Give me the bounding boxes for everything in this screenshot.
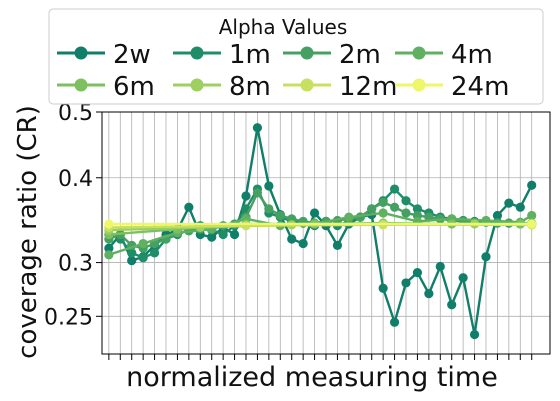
data-point-2w [424,289,434,299]
y-tick-label: 0.4 [58,167,93,192]
data-point-12m [241,221,251,231]
data-point-4m [378,208,388,218]
data-point-2w [515,202,525,212]
x-axis-label: normalized measuring time [126,362,498,393]
data-point-2w [492,210,503,221]
legend-swatch-marker [74,46,88,60]
data-point-2w [435,261,445,272]
data-point-2w [229,229,240,240]
y-tick-label: 0.25 [44,305,93,330]
legend-label-12m: 12m [339,72,397,102]
y-tick-label: 0.3 [58,252,93,277]
series-group [104,123,537,340]
data-point-1m [401,196,411,206]
data-point-2w [481,252,491,262]
data-point-2w [458,273,468,283]
legend-label-24m: 24m [451,72,509,102]
data-point-2m [378,197,388,207]
legend-items: 2w 1m 2m 4m 6m 8m 12m 24m [57,40,509,102]
data-point-2w [287,234,297,244]
data-point-2m [389,202,400,212]
data-point-1m [218,229,228,240]
data-point-24m [527,219,537,229]
data-point-1m [127,248,137,258]
data-point-2m [275,210,285,221]
legend-label-4m: 4m [451,40,493,70]
data-point-1m [389,184,400,194]
data-point-2w [378,283,388,293]
data-point-2w [504,198,514,208]
legend-swatch-marker [300,78,314,92]
y-tick-label: 0.5 [58,101,93,126]
legend-swatch-marker [412,46,426,60]
data-point-2w [447,300,457,310]
legend-label-6m: 6m [113,72,155,102]
series-line-4m [108,211,533,256]
data-point-1m [138,253,148,263]
data-point-24m [104,219,114,229]
data-point-2w [207,232,217,242]
x-ticks [108,354,533,360]
data-point-2w [389,317,400,327]
series-line-2w [107,126,533,336]
legend-swatch-marker [190,78,204,92]
data-point-4m [527,210,537,221]
legend-label-8m: 8m [229,72,271,102]
data-point-2w [252,123,263,133]
data-point-4m [138,238,148,249]
data-point-2w [184,202,194,212]
data-point-1m [412,204,423,214]
data-point-4m [104,250,114,260]
series-line-12m [108,223,532,229]
data-point-2w [104,243,114,253]
grid [102,111,550,354]
data-point-2w [332,240,343,250]
y-axis-label: coverage ratio (CR) [13,105,43,359]
data-point-2w [241,191,251,201]
legend-swatch-marker [412,78,426,92]
data-point-2w [309,208,320,218]
data-point-2w [298,238,308,249]
data-point-2m [401,208,411,218]
data-point-2m [264,204,274,214]
data-point-2m [252,188,263,198]
data-point-1m [149,248,160,258]
legend-swatch-marker [190,46,204,60]
data-point-2w [401,278,411,288]
data-point-2w [264,181,274,191]
data-point-2w [527,180,537,190]
legend-label-1m: 1m [229,40,271,70]
legend-swatch-marker [74,78,88,92]
data-point-2w [469,329,480,340]
data-point-2w [412,267,423,278]
legend-label-2w: 2w [113,40,151,70]
legend: Alpha Values 2w 1m 2m 4m 6m 8m 12m 24m [48,8,544,105]
data-point-2w [127,256,137,266]
data-point-2m [367,204,377,214]
legend-swatch-marker [300,46,314,60]
y-ticks: 0.25 0.3 0.4 0.5 [44,101,102,330]
legend-label-2m: 2m [339,40,381,70]
data-point-4m [344,212,354,222]
legend-title: Alpha Values [219,15,348,39]
